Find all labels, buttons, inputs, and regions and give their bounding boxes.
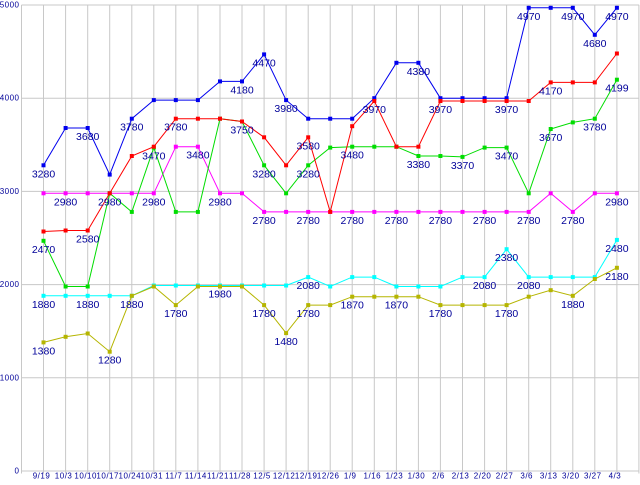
svg-text:1280: 1280 (98, 355, 122, 367)
svg-text:10/31: 10/31 (141, 472, 164, 481)
svg-text:4180: 4180 (230, 84, 254, 96)
svg-text:2780: 2780 (252, 215, 276, 227)
svg-text:0: 0 (15, 467, 20, 476)
svg-text:1480: 1480 (274, 336, 298, 348)
svg-text:3580: 3580 (297, 140, 321, 152)
svg-text:3000: 3000 (0, 187, 20, 196)
svg-text:2470: 2470 (32, 244, 56, 256)
svg-text:12/12: 12/12 (273, 472, 296, 481)
svg-text:4000: 4000 (0, 94, 20, 103)
svg-text:4970: 4970 (605, 11, 629, 23)
svg-text:1/16: 1/16 (364, 472, 382, 481)
svg-text:1880: 1880 (76, 299, 100, 311)
svg-text:3780: 3780 (164, 122, 188, 134)
svg-text:2780: 2780 (297, 215, 321, 227)
svg-text:2/6: 2/6 (432, 472, 445, 481)
svg-text:3970: 3970 (495, 104, 519, 116)
svg-text:4199: 4199 (605, 83, 629, 95)
svg-text:4/3: 4/3 (609, 472, 622, 481)
svg-text:1880: 1880 (561, 299, 585, 311)
svg-text:1870: 1870 (385, 300, 409, 312)
svg-text:2/13: 2/13 (452, 472, 470, 481)
svg-text:1/30: 1/30 (408, 472, 426, 481)
svg-text:3470: 3470 (495, 151, 519, 163)
svg-text:3470: 3470 (142, 151, 166, 163)
svg-text:3780: 3780 (120, 122, 144, 134)
svg-text:1780: 1780 (429, 308, 453, 320)
svg-text:3370: 3370 (451, 160, 475, 172)
svg-text:4970: 4970 (561, 11, 585, 23)
svg-text:1880: 1880 (120, 299, 144, 311)
svg-text:1980: 1980 (208, 289, 232, 301)
svg-text:12/5: 12/5 (253, 472, 271, 481)
svg-text:3/20: 3/20 (562, 472, 580, 481)
svg-text:2780: 2780 (561, 215, 585, 227)
svg-text:2980: 2980 (98, 196, 122, 208)
svg-text:3/27: 3/27 (584, 472, 602, 481)
svg-text:3280: 3280 (252, 168, 276, 180)
svg-text:11/14: 11/14 (185, 472, 207, 481)
svg-text:4380: 4380 (407, 66, 431, 78)
svg-text:2080: 2080 (473, 280, 497, 292)
svg-text:1/9: 1/9 (344, 472, 357, 481)
svg-text:1780: 1780 (297, 308, 321, 320)
svg-text:2480: 2480 (605, 243, 629, 255)
svg-text:4170: 4170 (539, 85, 563, 97)
svg-text:3970: 3970 (363, 104, 387, 116)
svg-text:10/3: 10/3 (55, 472, 73, 481)
svg-text:2180: 2180 (605, 271, 629, 283)
svg-text:3/13: 3/13 (540, 472, 558, 481)
svg-text:10/24: 10/24 (119, 472, 142, 481)
svg-text:2780: 2780 (473, 215, 497, 227)
svg-text:3970: 3970 (429, 104, 453, 116)
svg-text:1780: 1780 (495, 308, 519, 320)
svg-text:9/19: 9/19 (33, 472, 51, 481)
svg-text:4470: 4470 (252, 57, 276, 69)
svg-text:3280: 3280 (32, 168, 56, 180)
svg-text:2980: 2980 (54, 196, 78, 208)
svg-text:1780: 1780 (164, 308, 188, 320)
svg-text:1/23: 1/23 (386, 472, 404, 481)
svg-text:1870: 1870 (341, 300, 365, 312)
svg-text:4970: 4970 (517, 11, 541, 23)
svg-text:2980: 2980 (142, 196, 166, 208)
svg-text:3/6: 3/6 (520, 472, 533, 481)
svg-text:2780: 2780 (517, 215, 541, 227)
svg-text:11/28: 11/28 (229, 472, 251, 481)
svg-text:3680: 3680 (76, 131, 100, 143)
svg-text:2980: 2980 (605, 196, 629, 208)
svg-text:10/17: 10/17 (96, 472, 119, 481)
svg-text:11/21: 11/21 (207, 472, 229, 481)
svg-text:2380: 2380 (495, 252, 519, 264)
svg-text:2780: 2780 (385, 215, 409, 227)
svg-text:3750: 3750 (230, 125, 254, 137)
svg-text:2/27: 2/27 (496, 472, 514, 481)
svg-text:4680: 4680 (583, 38, 607, 50)
svg-text:3480: 3480 (186, 150, 210, 162)
svg-text:2980: 2980 (208, 196, 232, 208)
svg-text:1380: 1380 (32, 345, 56, 357)
svg-text:1000: 1000 (0, 373, 20, 382)
svg-text:10/10: 10/10 (74, 472, 97, 481)
svg-text:11/7: 11/7 (165, 472, 182, 481)
svg-text:12/26: 12/26 (317, 472, 340, 481)
svg-text:3280: 3280 (297, 168, 321, 180)
svg-text:2000: 2000 (0, 280, 20, 289)
svg-text:1780: 1780 (252, 308, 276, 320)
svg-text:1880: 1880 (32, 299, 56, 311)
svg-text:3670: 3670 (539, 132, 563, 144)
svg-text:2/20: 2/20 (474, 472, 492, 481)
svg-text:3980: 3980 (274, 103, 298, 115)
svg-text:2780: 2780 (341, 215, 365, 227)
svg-text:2080: 2080 (517, 280, 541, 292)
svg-text:3780: 3780 (583, 122, 607, 134)
svg-text:5000: 5000 (0, 0, 20, 9)
svg-text:3480: 3480 (341, 150, 365, 162)
svg-text:2780: 2780 (429, 215, 453, 227)
svg-text:3380: 3380 (407, 159, 431, 171)
svg-text:12/19: 12/19 (295, 472, 318, 481)
svg-text:2580: 2580 (76, 234, 100, 246)
svg-text:2080: 2080 (297, 280, 321, 292)
